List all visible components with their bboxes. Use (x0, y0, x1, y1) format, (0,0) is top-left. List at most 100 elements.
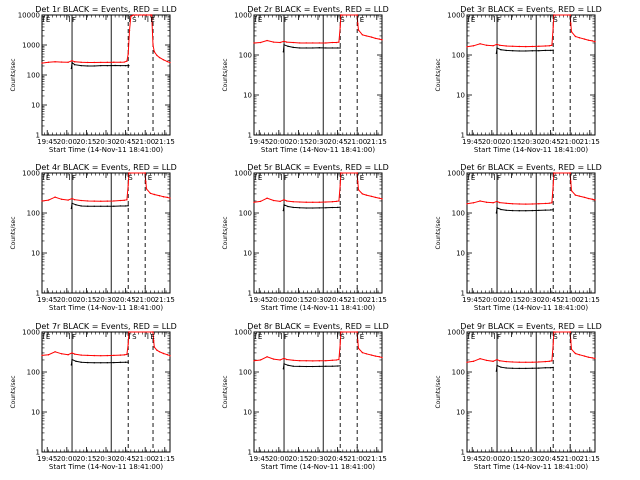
data-point (538, 209, 540, 212)
data-point (126, 199, 128, 201)
data-point (356, 14, 358, 16)
data-point (318, 365, 321, 368)
plot-frame (253, 331, 383, 453)
x-tick-label: 19:45 (462, 296, 482, 304)
data-point (266, 197, 268, 199)
data-point (41, 62, 43, 64)
panel-title: Det 9r BLACK = Events, RED = LLD (460, 322, 602, 331)
marker-label: E (46, 16, 50, 24)
data-point (551, 202, 553, 204)
data-point (472, 202, 475, 204)
y-tick-label: 1 (36, 132, 40, 140)
x-axis-label: Start Time (14-Nov-11 18:41:00) (49, 304, 163, 312)
x-tick-label: 20:15 (76, 296, 96, 304)
data-point (570, 340, 572, 342)
data-point (162, 59, 165, 61)
data-point (518, 50, 520, 52)
panel-7: Det 7r BLACK = Events, RED = LLD 1 10 100 10… (10, 322, 177, 471)
data-point (512, 203, 514, 205)
data-point (80, 199, 82, 202)
data-point (127, 184, 129, 186)
data-point (283, 44, 285, 46)
data-point (325, 201, 327, 203)
marker-label: E (471, 333, 475, 341)
x-axis-label: Start Time (14-Nov-11 18:41:00) (474, 146, 588, 154)
x-tick-label: 20:15 (288, 138, 308, 146)
data-point (492, 45, 494, 47)
data-point (531, 367, 534, 369)
plot-frame (466, 14, 596, 136)
x-tick-label: 20:00 (482, 455, 502, 463)
x-tick-label: 21:15 (367, 296, 387, 304)
data-point (93, 65, 95, 67)
panel-3: Det 3r BLACK = Events, RED = LLD 1 10 100 10… (435, 5, 602, 154)
data-point (259, 359, 262, 361)
x-tick-label: 21:00 (347, 138, 367, 146)
panel-title: Det 6r BLACK = Events, RED = LLD (460, 163, 602, 172)
marker-label: F (284, 174, 288, 182)
x-tick-label: 20:45 (115, 138, 135, 146)
plot-frame (466, 331, 596, 453)
data-point (282, 368, 285, 370)
data-point (259, 41, 262, 44)
data-point (472, 360, 475, 363)
data-point (496, 47, 498, 49)
data-point (538, 361, 540, 363)
data-point (266, 356, 268, 358)
x-tick-label: 21:00 (560, 296, 580, 304)
series-events (495, 364, 554, 372)
marker-label: E (471, 16, 475, 24)
data-point (54, 196, 56, 198)
marker-label: S (553, 16, 558, 24)
y-tick-label: 100 (27, 72, 40, 80)
x-tick-label: 20:00 (269, 138, 289, 146)
marker-label: S (553, 174, 558, 182)
data-point (331, 359, 334, 362)
y-tick-label: 10 (31, 250, 40, 258)
x-tick-label: 21:15 (367, 138, 387, 146)
data-point (166, 354, 169, 356)
x-tick-label: 21:15 (580, 296, 600, 304)
data-point (587, 197, 590, 200)
y-axis-label: Counts/sec (435, 58, 442, 91)
x-tick-label: 20:45 (327, 455, 347, 463)
panel-title: Det 7r BLACK = Events, RED = LLD (35, 322, 177, 331)
data-point (130, 15, 132, 18)
marker-label: F (497, 333, 501, 341)
data-point (87, 361, 89, 364)
data-point (370, 354, 373, 356)
data-point (591, 198, 594, 201)
data-point (169, 61, 171, 64)
data-point (498, 360, 501, 362)
data-point (123, 354, 125, 356)
data-point (80, 354, 82, 356)
data-point (169, 197, 171, 199)
data-point (153, 346, 156, 348)
y-tick-label: 100 (239, 52, 252, 60)
x-tick-label: 19:45 (249, 296, 269, 304)
data-point (548, 202, 550, 204)
marker-label: S (132, 16, 137, 24)
x-tick-label: 21:15 (580, 138, 600, 146)
data-point (531, 361, 534, 363)
data-point (496, 43, 498, 46)
data-point (292, 206, 294, 209)
plot-frame (41, 331, 171, 453)
data-point (370, 36, 373, 38)
data-point (544, 45, 547, 47)
data-point (525, 50, 527, 52)
data-point (110, 64, 112, 67)
data-point (279, 200, 281, 203)
plot-frame (253, 172, 383, 294)
data-point (318, 47, 321, 49)
data-point (551, 44, 553, 46)
data-point (338, 200, 340, 202)
data-point (128, 64, 130, 67)
data-point (518, 210, 520, 212)
data-point (500, 366, 502, 368)
data-point (93, 205, 95, 208)
data-point (283, 40, 285, 43)
marker-label: F (497, 174, 501, 182)
x-tick-label: 19:45 (249, 138, 269, 146)
